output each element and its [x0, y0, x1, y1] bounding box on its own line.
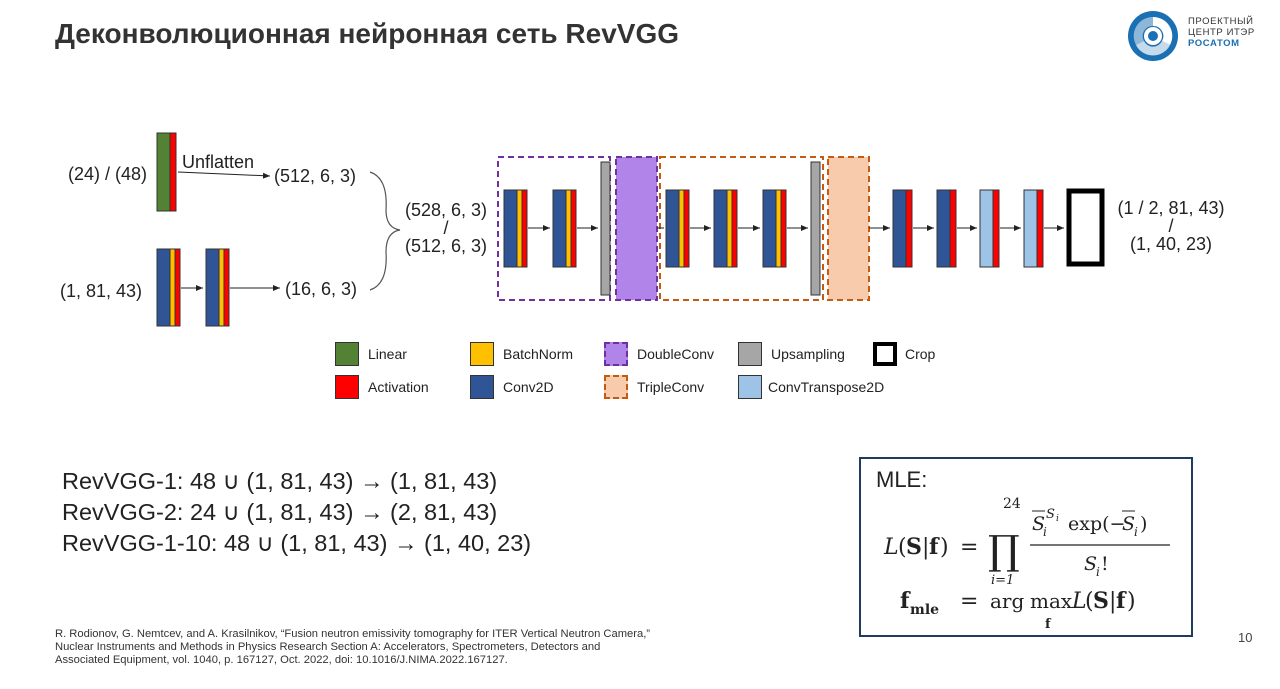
out-top-label: (512, 6, 3) — [274, 166, 357, 186]
legend-swatch-linear — [335, 342, 359, 366]
svg-text:S: S — [1084, 553, 1097, 575]
mle-formula: L ( S | f ) = 24 ∏ i=1 S i S i exp(− S i… — [883, 496, 1170, 632]
legend-swatch-tripleconv — [604, 375, 628, 399]
svg-text:=: = — [960, 535, 978, 560]
convtranspose-block-1 — [979, 189, 1000, 268]
svg-text:i: i — [1096, 565, 1100, 579]
prod-lower-limit: i=1 — [991, 573, 1014, 588]
svg-text:i: i — [1056, 514, 1059, 524]
legend-swatch-activation — [335, 375, 359, 399]
concat-brace — [369, 171, 401, 291]
legend-swatch-conv2d — [470, 375, 494, 399]
legend-label-linear: Linear — [368, 346, 407, 362]
svg-text:i: i — [1043, 525, 1047, 539]
svg-text:∏: ∏ — [988, 528, 1020, 574]
legend-swatch-crop — [873, 342, 897, 366]
svg-text:S: S — [1093, 588, 1109, 614]
reference-citation: R. Rodionov, G. Nemtcev, and A. Krasilni… — [55, 628, 651, 666]
logo-line-2: ЦЕНТР ИТЭР — [1188, 27, 1255, 38]
svg-text:f: f — [1045, 617, 1052, 632]
conv-block-4 — [713, 189, 738, 268]
svg-text:max: max — [1030, 589, 1073, 613]
svg-text:f: f — [900, 588, 911, 614]
prod-upper-limit: 24 — [1003, 496, 1021, 512]
page-title: Деконволюционная нейронная сеть RevVGG — [55, 18, 680, 49]
svg-text:): ) — [940, 535, 949, 560]
input-bottom-label: (1, 81, 43) — [60, 281, 143, 301]
svg-text:mle: mle — [910, 602, 939, 618]
concat-dim-2: (512, 6, 3) — [404, 236, 488, 256]
svg-text:arg: arg — [990, 589, 1024, 613]
svg-text:L: L — [1071, 589, 1087, 614]
svg-text:=: = — [960, 589, 978, 614]
input-top-label: (24) / (48) — [68, 164, 148, 184]
conv-block-6 — [892, 189, 913, 268]
conv-block-5 — [762, 189, 787, 268]
svg-text:S: S — [1122, 513, 1135, 535]
logo-line-1: ПРОЕКТНЫЙ — [1188, 16, 1254, 27]
legend-swatch-upsampling — [738, 342, 762, 366]
svg-text:L: L — [883, 535, 899, 560]
unflatten-label: Unflatten — [182, 152, 255, 172]
final-dims: (1 / 2, 81, 43) / (1, 40, 23) — [1112, 197, 1230, 255]
linear-block — [156, 132, 177, 212]
logo-brand: РОСАТОМ — [1188, 38, 1240, 49]
model-revvgg-2: RevVGG-2: 24 ∪ (1, 81, 43) → (2, 81, 43) — [62, 499, 498, 525]
legend-label-batchnorm: BatchNorm — [503, 346, 574, 362]
legend-label-doubleconv: DoubleConv — [637, 346, 715, 362]
concat-dim-1: (528, 6, 3) — [404, 200, 488, 220]
upsampling-block — [810, 161, 821, 296]
svg-text:f: f — [929, 534, 940, 560]
conv-block-1 — [503, 189, 528, 268]
convtranspose-block-2 — [1023, 189, 1044, 268]
legend-swatch-convtranspose2d — [738, 375, 762, 399]
conv-block-2 — [552, 189, 577, 268]
svg-text:S: S — [906, 534, 922, 560]
model-revvgg-1: RevVGG-1: 48 ∪ (1, 81, 43) → (1, 81, 43) — [62, 468, 498, 494]
logo-text: ПРОЕКТНЫЙ ЦЕНТР ИТЭР РОСАТОМ — [1188, 16, 1255, 49]
conv-block-7 — [936, 189, 957, 268]
svg-text:|: | — [922, 535, 929, 560]
legend-label-convtranspose2d: ConvTranspose2D — [768, 379, 885, 395]
tripleconv-block — [827, 156, 870, 301]
final-dim-1: (1 / 2, 81, 43) — [1117, 198, 1225, 218]
svg-text:i: i — [1134, 525, 1138, 539]
concat-dims: (528, 6, 3) / (512, 6, 3) — [398, 199, 494, 257]
unflatten-arrow — [177, 171, 271, 179]
conv-block-bottom-1 — [156, 248, 181, 327]
legend-swatch-batchnorm — [470, 342, 494, 366]
legend-swatch-doubleconv — [604, 342, 628, 366]
model-list: RevVGG-1: 48 ∪ (1, 81, 43) → (1, 81, 43)… — [62, 466, 531, 559]
svg-text:S: S — [1046, 507, 1055, 522]
upsampling-block — [600, 161, 611, 296]
svg-text:(: ( — [1085, 589, 1094, 614]
final-dim-2: (1, 40, 23) — [1129, 234, 1213, 254]
legend-label-crop: Crop — [905, 346, 936, 362]
svg-text:!: ! — [1101, 553, 1109, 575]
out-bottom-label: (16, 6, 3) — [285, 279, 358, 299]
svg-text:): ) — [1127, 589, 1136, 614]
legend-label-tripleconv: TripleConv — [637, 379, 705, 395]
mle-title: MLE: — [876, 467, 928, 492]
rosatom-logo-icon — [1128, 11, 1178, 61]
final-sep: / — [1168, 216, 1174, 236]
svg-text:): ) — [1140, 513, 1147, 535]
svg-text:(: ( — [898, 535, 907, 560]
model-revvgg-1-10: RevVGG-1-10: 48 ∪ (1, 81, 43) → (1, 40, … — [62, 530, 532, 556]
svg-text:|: | — [1109, 589, 1116, 614]
legend-label-conv2d: Conv2D — [503, 379, 554, 395]
svg-text:exp(−: exp(− — [1068, 513, 1125, 535]
concat-sep: / — [443, 218, 449, 238]
legend-label-upsampling: Upsampling — [771, 346, 845, 362]
svg-text:S: S — [1032, 513, 1045, 535]
conv-block-bottom-2 — [205, 248, 230, 327]
conv-block-3 — [665, 189, 690, 268]
svg-text:f: f — [1116, 588, 1127, 614]
mle-box — [859, 457, 1193, 637]
legend-label-activation: Activation — [368, 379, 429, 395]
crop-block — [1066, 188, 1105, 267]
page-number: 10 — [1238, 630, 1253, 645]
doubleconv-block — [615, 156, 658, 301]
